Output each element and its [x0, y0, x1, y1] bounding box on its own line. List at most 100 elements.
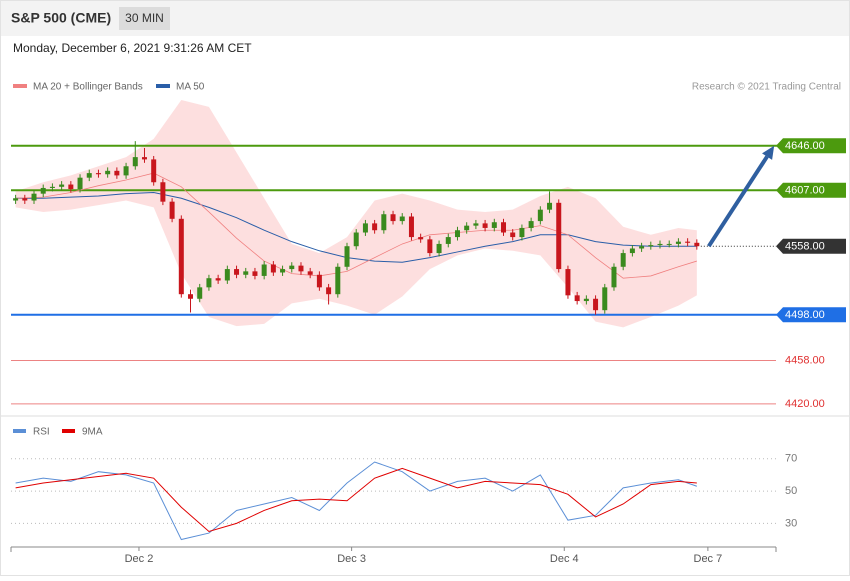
legend-swatch [13, 429, 26, 433]
candle-body [685, 241, 691, 243]
candle-body [390, 214, 396, 222]
candle-body [427, 239, 433, 254]
legend-swatch [13, 84, 27, 88]
candle-body [243, 271, 249, 275]
legend-label: MA 50 [176, 82, 205, 93]
candle-body [252, 271, 258, 276]
candle-body [648, 245, 654, 247]
level-label: 4607.00 [785, 185, 825, 197]
x-tick-label: Dec 2 [125, 553, 154, 565]
ma20-line [15, 172, 697, 279]
candle-body [510, 232, 516, 238]
candle-body [261, 264, 267, 276]
candle-body [335, 266, 341, 295]
candle-body [528, 221, 534, 228]
candle-body [694, 242, 700, 247]
candle-body [160, 182, 166, 202]
y-tick-label: 50 [785, 485, 797, 497]
candle-body [197, 287, 203, 299]
candle-body [215, 278, 221, 281]
candle-body [307, 271, 313, 275]
candle-body [280, 269, 286, 273]
candle-body [418, 237, 424, 240]
candle-body [95, 173, 101, 175]
candle-body [454, 230, 460, 238]
candle-body [501, 222, 507, 233]
level-label: 4646.00 [785, 140, 825, 152]
rsi-line [15, 467, 697, 533]
candle-body [574, 295, 580, 302]
candle-body [151, 159, 157, 183]
candle-body [224, 269, 230, 281]
candle-body [519, 227, 525, 238]
ma50-line [15, 192, 697, 263]
candle-body [547, 202, 553, 210]
candle-body [141, 157, 147, 160]
candle-body [132, 157, 138, 167]
candle-body [602, 287, 608, 311]
candle-body [40, 187, 46, 194]
level-label: 4558.00 [785, 241, 825, 253]
candle-body [77, 177, 83, 190]
candle-body [639, 246, 645, 249]
candle-body [657, 243, 663, 246]
timeframe-box [119, 7, 170, 30]
candle-body [565, 269, 571, 296]
source: Research © 2021 Trading Central [692, 82, 841, 93]
legend-swatch [156, 84, 170, 88]
legend-swatch [62, 429, 75, 433]
candle-body [86, 173, 92, 178]
bollinger-band [15, 100, 697, 328]
candle-body [445, 237, 451, 244]
candle-body [49, 186, 55, 188]
candle-body [344, 246, 350, 267]
candle-body [206, 278, 212, 288]
candle-body [372, 223, 378, 231]
title: S&P 500 (CME) [11, 10, 111, 26]
candle-body [537, 209, 543, 222]
candle-body [234, 269, 240, 275]
candle-body [629, 248, 635, 254]
level-tag [776, 238, 846, 254]
level-tag [776, 182, 846, 198]
x-tick-label: Dec 7 [694, 553, 723, 565]
candle-body [31, 193, 37, 201]
candle-body [22, 198, 28, 201]
level-label: 4498.00 [785, 309, 825, 321]
candle-body [188, 294, 194, 299]
candle-body [289, 265, 295, 270]
candle-body [362, 223, 368, 233]
candle-body [59, 184, 65, 187]
date: Monday, December 6, 2021 9:31:26 AM CET [13, 41, 252, 55]
x-tick-label: Dec 3 [337, 553, 366, 565]
candle-body [105, 170, 111, 175]
projection-arrowhead [762, 145, 775, 160]
candle-body [316, 274, 322, 288]
candle-body [482, 223, 488, 228]
candle-body [399, 216, 405, 222]
candle-body [675, 241, 681, 244]
candle-body [123, 166, 129, 176]
candle-body [169, 201, 175, 219]
legend-label: RSI [33, 427, 50, 438]
candle-body [556, 202, 562, 270]
candle-body [666, 243, 672, 245]
candle-body [583, 298, 589, 302]
legend-label: 9MA [82, 427, 103, 438]
candle-body [381, 214, 387, 231]
timeframe: 30 MIN [125, 11, 164, 25]
level-label: 4420.00 [785, 398, 825, 410]
candle-body [178, 218, 184, 295]
candle-body [270, 264, 276, 273]
level-tag [776, 138, 846, 154]
candle-body [436, 243, 442, 254]
candle-body [68, 184, 74, 190]
level-tag [776, 307, 846, 323]
x-tick-label: Dec 4 [550, 553, 579, 565]
candle-body [353, 232, 359, 247]
projection-arrow [707, 155, 769, 248]
candle-body [593, 298, 599, 311]
rsi-line [15, 461, 697, 541]
candle-body [298, 265, 304, 272]
